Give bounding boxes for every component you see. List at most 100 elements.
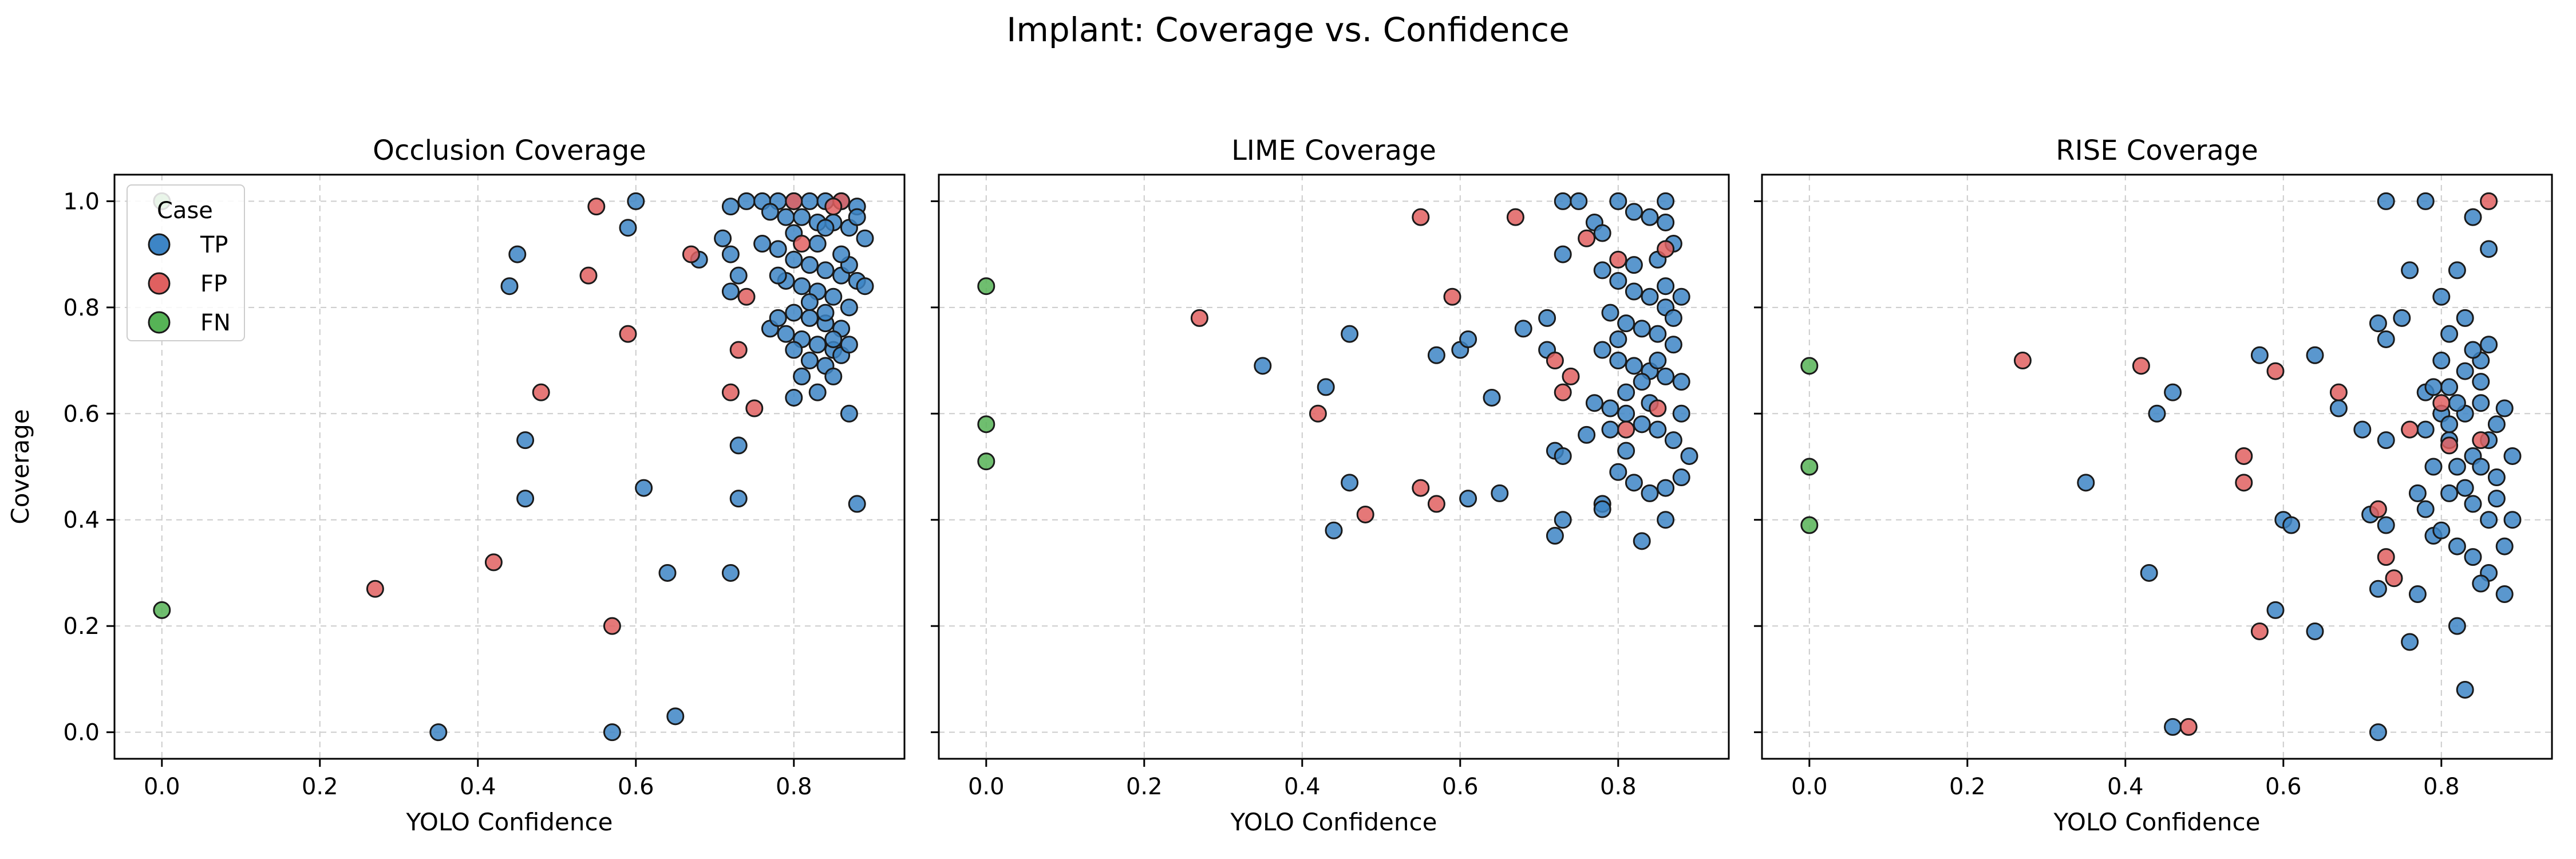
point-tp (793, 367, 811, 385)
point-tp (1593, 261, 1611, 279)
point-tp (2464, 495, 2482, 513)
point-tp (1625, 282, 1643, 301)
point-tp (2448, 537, 2466, 555)
point-fp (1443, 287, 1461, 306)
y-tick-label: 1.0 (63, 188, 100, 215)
point-fn (977, 452, 995, 471)
point-tp (1617, 404, 1635, 423)
point-tp (729, 436, 748, 455)
point-tp (1609, 352, 1627, 370)
point-tp (777, 208, 795, 226)
point-tp (1554, 192, 1572, 210)
points (1800, 192, 2522, 742)
point-fp (785, 192, 803, 210)
point-tp (2448, 458, 2466, 476)
point-tp (1657, 479, 1675, 497)
point-fp (1546, 352, 1564, 370)
point-fp (1617, 420, 1635, 439)
axes-frame (113, 174, 906, 760)
point-tp (2487, 490, 2506, 508)
point-tp (619, 219, 637, 237)
point-fp (587, 198, 606, 216)
point-tp (1254, 357, 1272, 375)
x-tick-label: 0.6 (618, 774, 654, 800)
point-tp (808, 383, 827, 401)
points (977, 192, 1698, 550)
point-tp (824, 367, 843, 385)
point-tp (2416, 500, 2435, 518)
legend-label-fp: FP (200, 271, 227, 297)
point-tp (2353, 420, 2372, 439)
point-tp (2416, 192, 2435, 210)
legend-label-tp: TP (200, 232, 228, 258)
axes-frame (1761, 174, 2553, 760)
point-fp (1562, 367, 1580, 385)
point-tp (1317, 378, 1335, 396)
point-fp (1609, 250, 1627, 269)
point-tp (800, 293, 819, 312)
point-tp (2495, 399, 2514, 417)
point-fp (619, 325, 637, 343)
point-tp (856, 229, 874, 247)
y-tick-label: 0.8 (63, 295, 100, 321)
point-tp (816, 219, 835, 237)
point-fp (737, 287, 756, 306)
point-tp (1680, 447, 1698, 465)
point-tp (2448, 261, 2466, 279)
point-tp (1601, 420, 1619, 439)
point-tp (832, 245, 851, 263)
point-tp (2487, 415, 2506, 434)
point-tp (1601, 399, 1619, 417)
legend-marker-tp (148, 233, 171, 256)
point-tp (1657, 192, 1675, 210)
point-tp (2472, 373, 2490, 391)
point-tp (1625, 474, 1643, 492)
point-tp (2369, 314, 2387, 333)
point-tp (808, 336, 827, 354)
point-tp (729, 490, 748, 508)
point-fp (366, 580, 384, 598)
point-tp (856, 277, 874, 295)
point-tp (1609, 271, 1627, 290)
point-tp (2306, 622, 2324, 640)
panel-title: Occlusion Coverage (373, 135, 646, 167)
point-tp (2164, 383, 2182, 401)
point-fp (793, 235, 811, 253)
point-fp (1649, 399, 1667, 417)
point-tp (2472, 574, 2490, 593)
point-tp (2495, 585, 2514, 604)
point-fp (2440, 436, 2459, 455)
point-fn (977, 415, 995, 434)
point-tp (2077, 474, 2095, 492)
point-tp (2148, 404, 2166, 423)
point-tp (1617, 314, 1635, 333)
point-tp (2432, 287, 2451, 306)
point-tp (2432, 352, 2451, 370)
point-tp (721, 198, 740, 216)
y-tick-label: 0.6 (63, 401, 100, 427)
point-tp (800, 309, 819, 327)
point-tp (2408, 585, 2427, 604)
point-tp (2377, 192, 2395, 210)
points (153, 192, 874, 742)
point-tp (1593, 341, 1611, 359)
point-tp (737, 192, 756, 210)
point-tp (2266, 601, 2285, 619)
y-tick-label: 0.4 (63, 507, 100, 534)
point-tp (2250, 346, 2269, 364)
point-tp (840, 298, 858, 317)
point-tp (1585, 394, 1603, 412)
point-tp (1664, 431, 1682, 450)
point-tp (1609, 330, 1627, 348)
point-tp (824, 330, 843, 348)
point-tp (1633, 532, 1651, 550)
point-tp (793, 277, 811, 295)
point-fp (2179, 718, 2198, 736)
point-fp (1427, 495, 1445, 513)
point-tp (2440, 415, 2459, 434)
point-tp (785, 341, 803, 359)
point-fp (729, 341, 748, 359)
x-tick-label: 0.2 (1126, 774, 1163, 800)
panel-1: 0.0 0.2 0.4 0.6 0.8 0.0 0.2 0.4 0.6 0.8 1.0 Occlusi… (6, 135, 906, 836)
point-tp (635, 479, 653, 497)
